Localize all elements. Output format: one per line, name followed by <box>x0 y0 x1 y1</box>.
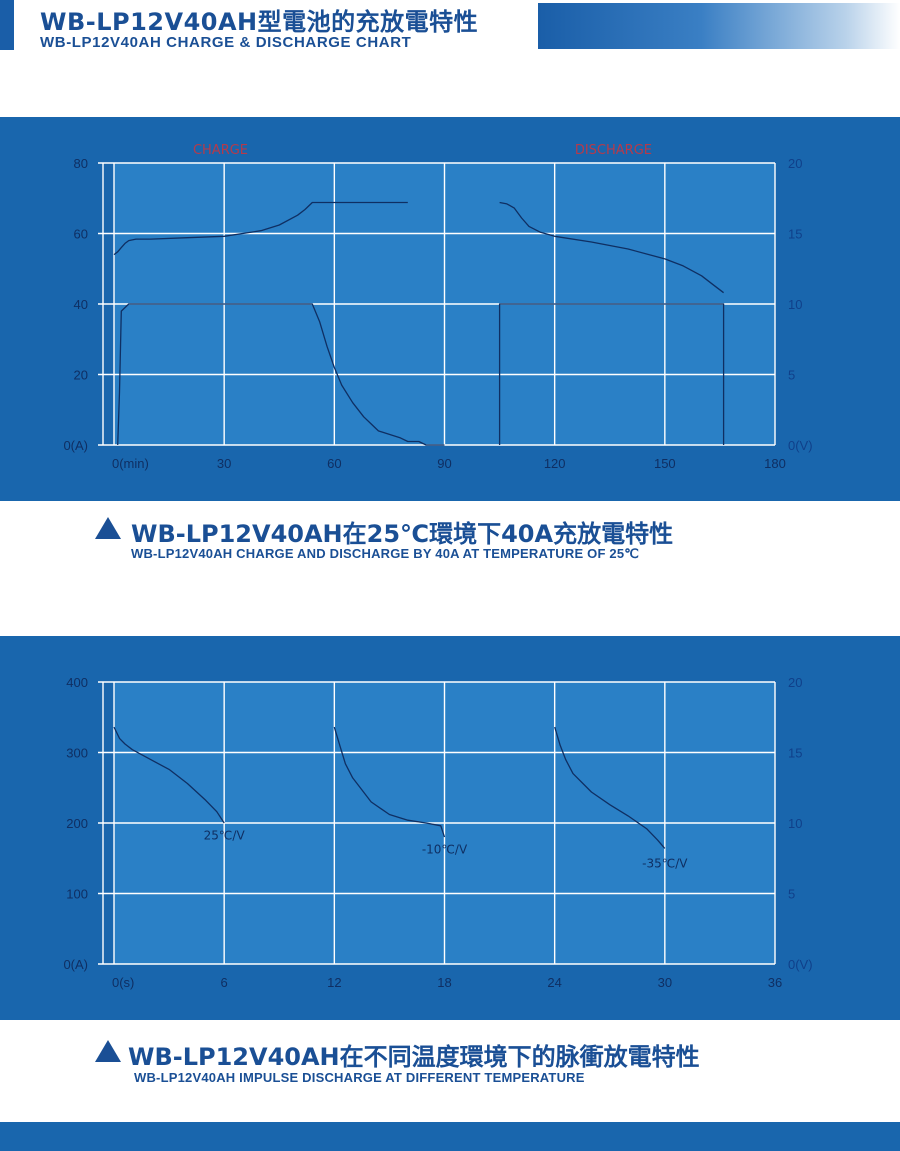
right-axis-tick-label: 10 <box>788 297 802 312</box>
chart-panel-impulse-discharge: 0(A) 100 200 300 400 0(V) 5 10 15 20 0(s) 6 12 18 24 30… <box>0 636 900 1020</box>
right-axis-tick-label: 5 <box>788 368 795 383</box>
series-line-3 <box>499 201 724 294</box>
x-axis-tick-label: 24 <box>547 975 561 990</box>
x-axis-tick-label: 90 <box>437 456 451 471</box>
series-line-2 <box>498 303 725 445</box>
left-axis-tick-label: 100 <box>66 887 88 902</box>
left-axis-tick-label: 80 <box>74 156 88 171</box>
header-gradient-band <box>538 3 900 49</box>
left-axis-tick-label: 0(A) <box>63 438 88 453</box>
x-axis-tick-label: 60 <box>327 456 341 471</box>
x-axis-tick-label: 30 <box>658 975 672 990</box>
series-line-1 <box>113 201 408 256</box>
chart-annotation: -10℃/V <box>422 842 468 856</box>
x-axis-tick-label: 0(min) <box>112 456 149 471</box>
x-axis-tick-label: 180 <box>764 456 786 471</box>
page-title: WB-LP12V40AH型電池的充放電特性 <box>40 8 479 36</box>
x-axis-tick-label: 36 <box>768 975 782 990</box>
left-axis-tick-label: 400 <box>66 675 88 690</box>
series-line-0 <box>113 726 225 824</box>
series-line-1 <box>333 726 446 838</box>
right-axis-tick-label: 10 <box>788 816 802 831</box>
triangle-icon <box>95 1040 121 1062</box>
right-axis-tick-label: 5 <box>788 887 795 902</box>
header-accent-bar <box>0 0 14 50</box>
chart2-caption-title: WB-LP12V40AH在不同温度環境下的脉衝放電特性 <box>128 1043 700 1071</box>
right-axis-tick-label: 0(V) <box>788 438 813 453</box>
left-axis-tick-label: 300 <box>66 746 88 761</box>
x-axis-tick-label: 150 <box>654 456 676 471</box>
right-axis-tick-label: 0(V) <box>788 957 813 972</box>
x-axis-tick-label: 120 <box>544 456 566 471</box>
left-axis-tick-label: 60 <box>74 227 88 242</box>
impulse-discharge-chart: 0(A) 100 200 300 400 0(V) 5 10 15 20 0(s) 6 12 18 24 30… <box>63 675 813 990</box>
x-axis-tick-label: 12 <box>327 975 341 990</box>
chart1-caption-title: WB-LP12V40AH在25℃環境下40A充放電特性 <box>131 520 674 548</box>
triangle-icon <box>95 517 121 539</box>
footer-bar <box>0 1122 900 1151</box>
series-line-2 <box>554 726 666 849</box>
right-axis-tick-label: 15 <box>788 227 802 242</box>
x-axis-tick-label: 18 <box>437 975 451 990</box>
x-axis-tick-label: 0(s) <box>112 975 134 990</box>
right-axis-tick-label: 15 <box>788 746 802 761</box>
chart-annotation: DISCHARGE <box>575 143 652 158</box>
chart2-caption-subtitle: WB-LP12V40AH IMPULSE DISCHARGE AT DIFFER… <box>134 1070 585 1085</box>
chart-annotation: -35℃/V <box>642 856 688 870</box>
x-axis-tick-label: 6 <box>221 975 228 990</box>
left-axis-tick-label: 0(A) <box>63 957 88 972</box>
chart-annotation: 25℃/V <box>204 828 246 842</box>
right-axis-tick-label: 20 <box>788 156 802 171</box>
left-axis-tick-label: 40 <box>74 297 88 312</box>
series-line-0 <box>117 303 445 446</box>
page-subtitle: WB-LP12V40AH CHARGE & DISCHARGE CHART <box>40 34 412 51</box>
charge-discharge-chart: 0(A) 20 40 60 80 0(V) 5 10 15 20 0(min) 30 60 90 120 15… <box>63 143 813 471</box>
chart-panel-charge-discharge: 0(A) 20 40 60 80 0(V) 5 10 15 20 0(min) 30 60 90 120 15… <box>0 117 900 501</box>
chart-annotation: CHARGE <box>193 143 248 158</box>
left-axis-tick-label: 200 <box>66 816 88 831</box>
chart1-caption-subtitle: WB-LP12V40AH CHARGE AND DISCHARGE BY 40A… <box>131 546 640 561</box>
left-axis-tick-label: 20 <box>74 368 88 383</box>
x-axis-tick-label: 30 <box>217 456 231 471</box>
right-axis-tick-label: 20 <box>788 675 802 690</box>
